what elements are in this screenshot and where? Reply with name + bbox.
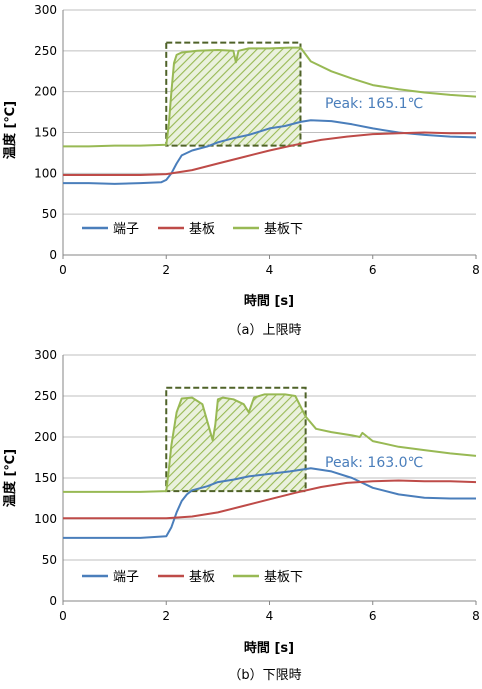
x-tick-label: 4 — [266, 609, 274, 623]
legend-label: 端子 — [113, 222, 139, 237]
plot-area: 0 50 100 150 200 250 300 0 2 4 6 8 Peak: 163.0℃ 端子 基板 基… — [34, 348, 480, 623]
legend-label: 端子 — [113, 570, 139, 585]
x-axis-label: 時間 [s] — [244, 293, 294, 309]
y-tick-label: 50 — [42, 553, 57, 567]
x-tick-label: 2 — [162, 609, 170, 623]
plot-area: 0 50 100 150 200 250 300 0 2 4 6 8 Peak: 165.1℃ 端子 基板 基… — [34, 3, 480, 277]
y-tick-label: 300 — [34, 3, 57, 17]
y-tick-label: 300 — [34, 348, 57, 362]
x-tick-label: 2 — [162, 263, 170, 277]
highlight-box — [165, 41, 302, 147]
x-axis-label: 時間 [s] — [244, 640, 294, 656]
x-tick-label: 6 — [369, 609, 377, 623]
y-axis-label: 温度 [℃] — [2, 449, 18, 507]
y-tick-label: 0 — [49, 248, 57, 262]
y-tick-label: 150 — [34, 126, 57, 140]
series-line-terminal — [63, 119, 477, 185]
chart-panel-a: 温度 [℃] 0 50 100 150 200 250 300 0 2 4 6 8 Peak: 165.… — [2, 3, 480, 338]
x-tick-label: 6 — [369, 263, 377, 277]
y-tick-label: 100 — [34, 512, 57, 526]
x-tick-label: 8 — [472, 263, 480, 277]
legend-label: 基板下 — [264, 570, 303, 585]
y-tick-label: 200 — [34, 85, 57, 99]
series-line-substrate — [63, 479, 477, 520]
series-line-substrate — [63, 131, 476, 176]
y-tick-label: 250 — [34, 44, 57, 58]
hatched-region — [166, 394, 306, 492]
y-tick-label: 50 — [42, 207, 57, 221]
x-tick-label: 0 — [59, 263, 67, 277]
x-tick-label: 8 — [472, 609, 480, 623]
y-tick-label: 150 — [34, 471, 57, 485]
legend-label: 基板 — [189, 570, 215, 585]
caption: （b）下限時 — [228, 668, 301, 683]
legend-label: 基板下 — [264, 222, 303, 237]
caption: （a）上限時 — [229, 323, 302, 338]
x-tick-label: 0 — [59, 609, 67, 623]
series-line-terminal — [63, 467, 476, 539]
chart-panel-b: 温度 [℃] 0 50 100 150 200 250 300 0 2 4 6 8 Peak: 163.… — [2, 348, 480, 683]
x-tick-label: 4 — [266, 263, 274, 277]
y-tick-label: 0 — [49, 594, 57, 608]
peak-annotation: Peak: 165.1℃ — [325, 96, 423, 112]
series-line-under_substrate — [63, 46, 477, 148]
hatched-region — [166, 47, 301, 146]
series-line-under_substrate — [63, 393, 477, 493]
y-tick-label: 200 — [34, 430, 57, 444]
legend-label: 基板 — [189, 222, 215, 237]
y-tick-label: 250 — [34, 389, 57, 403]
y-tick-label: 100 — [34, 166, 57, 180]
y-axis-label: 温度 [℃] — [2, 101, 18, 159]
peak-annotation: Peak: 163.0℃ — [325, 455, 423, 471]
highlight-box — [165, 386, 307, 493]
